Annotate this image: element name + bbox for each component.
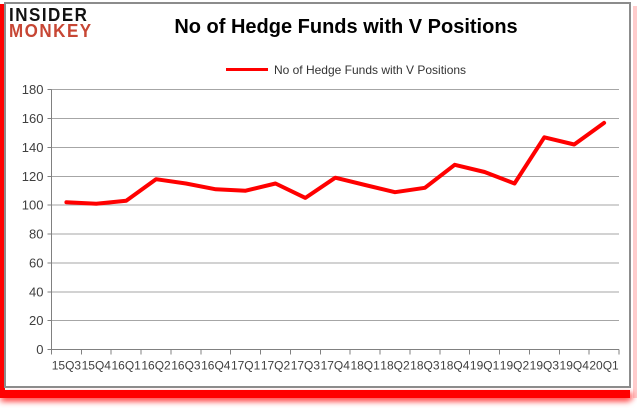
legend-line-swatch	[225, 68, 268, 71]
red-accent-right-glow	[633, 6, 637, 398]
insider-monkey-logo: INSIDER MONKEY	[9, 4, 93, 41]
red-accent-left	[0, 4, 5, 394]
red-accent-bottom	[0, 390, 630, 398]
legend-label: No of Hedge Funds with V Positions	[273, 62, 467, 77]
chart-legend: No of Hedge Funds with V Positions	[70, 58, 622, 77]
logo-word-monkey: MONKEY	[9, 20, 93, 41]
chart-title: No of Hedge Funds with V Positions	[174, 16, 518, 38]
logo-word-insider: INSIDER	[9, 4, 89, 26]
